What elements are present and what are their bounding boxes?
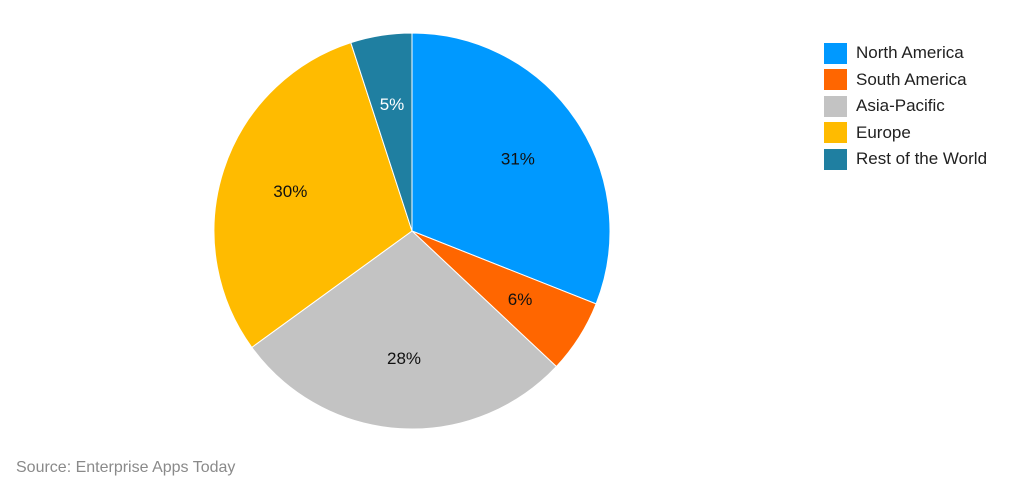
legend-label: Rest of the World xyxy=(856,149,988,169)
pie-slice-north-america xyxy=(411,32,611,305)
legend-label: Asia-Pacific xyxy=(856,96,945,116)
legend-item-europe: Europe xyxy=(824,120,987,147)
legend-swatch xyxy=(824,69,847,91)
slice-value-label-north-america: 31% xyxy=(501,150,535,169)
slice-value-label-asia-pacific: 28% xyxy=(387,349,421,368)
source-note: Source: Enterprise Apps Today xyxy=(16,459,236,476)
legend-item-south-america: South America xyxy=(824,67,987,94)
legend-swatch xyxy=(824,148,847,170)
pie-slice-rest-of-the-world xyxy=(350,32,413,232)
legend-label: North America xyxy=(856,43,964,63)
pie-slices xyxy=(213,32,611,430)
legend-swatch xyxy=(824,122,847,144)
legend-label: Europe xyxy=(856,122,911,142)
pie-slice-asia-pacific xyxy=(251,230,558,430)
slice-value-label-europe: 30% xyxy=(273,182,307,201)
pie-slice-europe xyxy=(213,42,413,349)
legend-item-north-america: North America xyxy=(824,40,987,67)
legend-item-rest-of-the-world: Rest of the World xyxy=(824,146,987,173)
legend-item-asia-pacific: Asia-Pacific xyxy=(824,93,987,120)
slice-value-label-south-america: 6% xyxy=(508,290,533,309)
legend-swatch xyxy=(824,42,847,64)
slice-value-label-rest-of-the-world: 5% xyxy=(380,95,405,114)
chart-legend: North America South America Asia-Pacific Eu… xyxy=(824,40,987,173)
legend-swatch xyxy=(824,95,847,117)
legend-label: South America xyxy=(856,69,967,89)
pie-value-labels: 31% 6% 28% 30% 5% xyxy=(273,95,535,368)
